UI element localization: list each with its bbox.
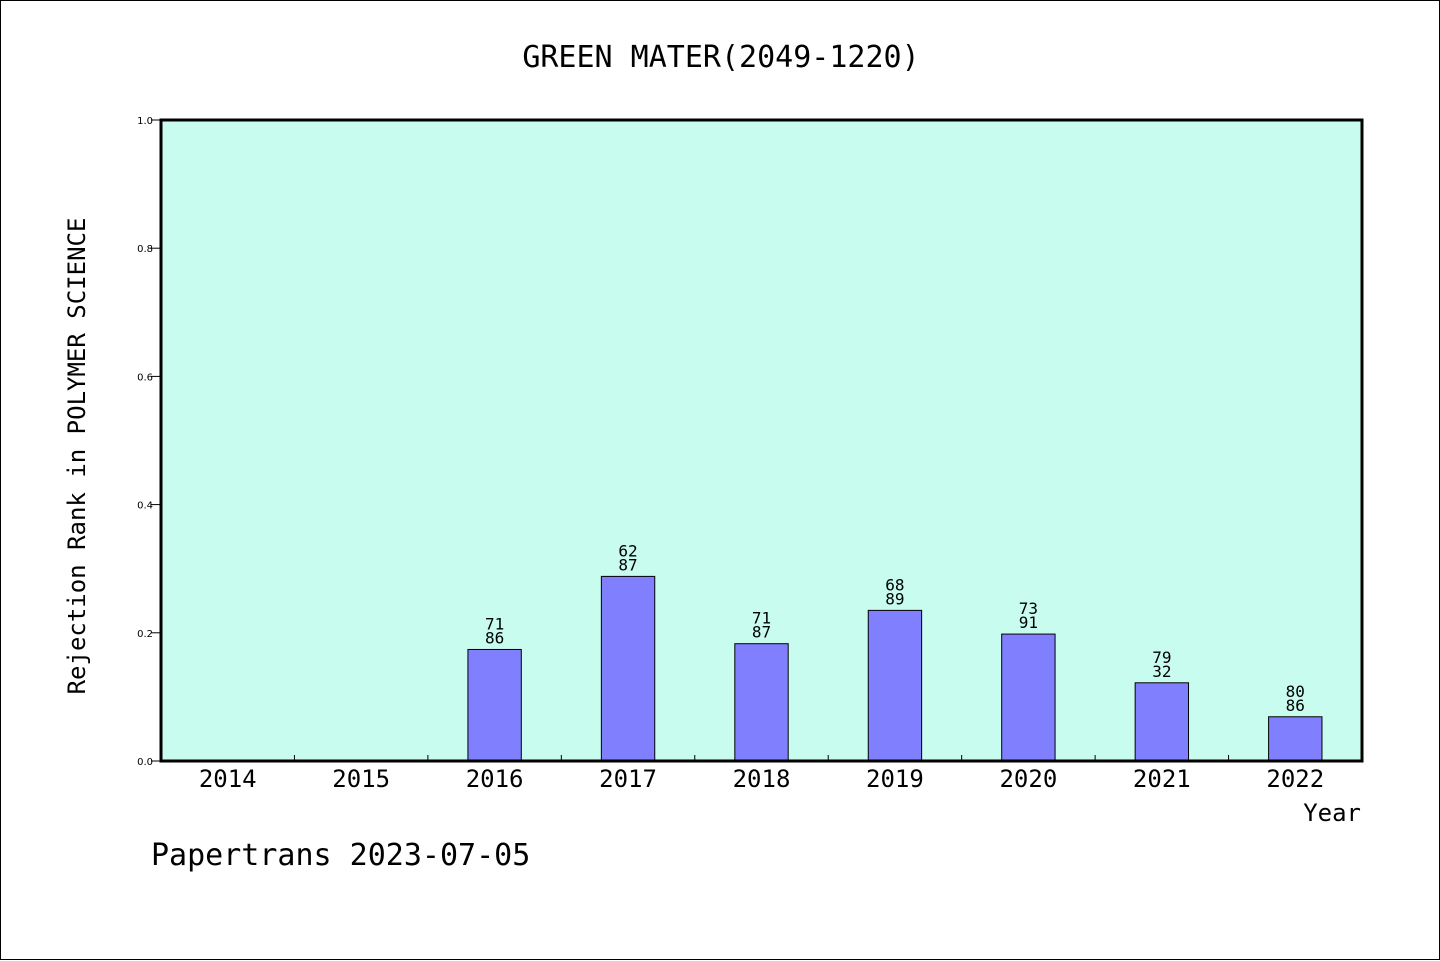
y-tick-label: 0.8 xyxy=(137,244,153,255)
bars-group xyxy=(467,575,1323,762)
data-label-2016-1: 71 xyxy=(485,614,504,633)
x-tick-label-2014: 2014 xyxy=(199,765,257,793)
data-label-2021-1: 79 xyxy=(1152,648,1171,667)
data-label-2018-1: 71 xyxy=(752,609,771,628)
data-label-2020-2: 91 xyxy=(1019,613,1038,632)
bar-2020 xyxy=(1001,633,1056,762)
y-tick-label: 0.6 xyxy=(137,372,153,383)
data-label-2022-2: 86 xyxy=(1286,696,1305,715)
x-tick-label-2022: 2022 xyxy=(1266,765,1324,793)
plot-border xyxy=(159,118,1364,763)
data-label-2017-2: 87 xyxy=(618,555,637,574)
chart-title: GREEN MATER(2049-1220) xyxy=(522,40,919,75)
x-tick-label-2016: 2016 xyxy=(466,765,524,793)
data-label-2022-1: 80 xyxy=(1286,682,1305,701)
x-tick-label-2021: 2021 xyxy=(1133,765,1191,793)
x-axis-label: Year xyxy=(1303,799,1361,827)
bar-2017 xyxy=(600,575,656,762)
data-label-2016-2: 86 xyxy=(485,628,504,647)
data-label-2019-1: 68 xyxy=(885,575,904,594)
data-label-2017-1: 62 xyxy=(618,541,637,560)
data-label-2020-1: 73 xyxy=(1019,599,1038,618)
y-tick-label: 0.0 xyxy=(137,757,153,768)
y-axis-label: Rejection Rank in POLYMER SCIENCE xyxy=(63,218,91,695)
bar-2021 xyxy=(1134,682,1190,762)
data-label-2019-2: 89 xyxy=(885,589,904,608)
footer-text: Papertrans 2023-07-05 xyxy=(151,838,530,873)
bar-2019 xyxy=(867,609,923,762)
bar-2022 xyxy=(1268,716,1323,762)
x-tick-label-2019: 2019 xyxy=(866,765,924,793)
x-tick-label-2018: 2018 xyxy=(733,765,791,793)
x-tick-label-2020: 2020 xyxy=(999,765,1057,793)
data-label-2018-2: 87 xyxy=(752,623,771,642)
y-tick-label: 0.4 xyxy=(137,501,153,512)
bar-2018 xyxy=(734,643,789,762)
y-tick-label: 0.2 xyxy=(137,629,153,640)
y-tick-label: 1.0 xyxy=(137,116,153,127)
x-tick-label-2015: 2015 xyxy=(332,765,390,793)
x-tick-label-2017: 2017 xyxy=(599,765,657,793)
bar-2016 xyxy=(467,648,522,762)
data-label-2021-2: 32 xyxy=(1152,662,1171,681)
ticks-group: 0.0 0.2 0.4 0.6 0.8 1.0 2014 2015 2016 2017 2018 20… xyxy=(137,116,1324,793)
